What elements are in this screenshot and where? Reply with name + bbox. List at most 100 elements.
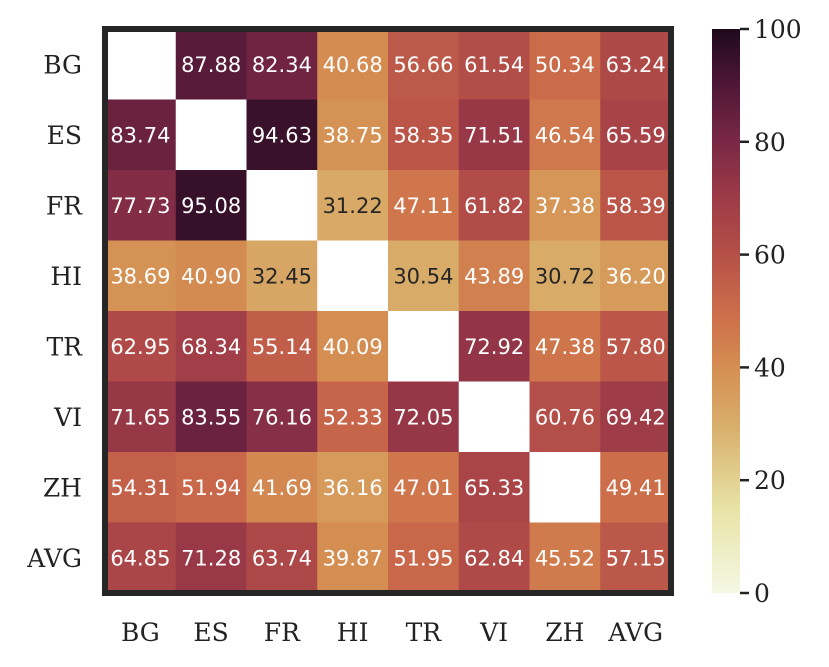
heatmap-cell	[317, 311, 389, 382]
heatmap-cell	[529, 29, 601, 100]
heatmap-cell	[529, 522, 601, 594]
cell-value-label: 63.74	[252, 546, 312, 570]
cell-value-label: 61.54	[464, 53, 524, 77]
heatmap-cell	[105, 452, 177, 523]
heatmap-cell	[529, 452, 601, 523]
heatmap-cell	[105, 381, 177, 453]
heatmap-cell	[458, 311, 530, 382]
heatmap-cell	[458, 452, 530, 523]
cell-value-label: 65.33	[464, 476, 524, 500]
cell-value-label: 68.34	[181, 335, 241, 359]
cell-value-label: 52.33	[323, 405, 383, 429]
cell-value-label: 56.66	[393, 53, 453, 77]
heatmap-cell	[600, 311, 672, 382]
heatmap-cell-labels: 87.88 82.34 40.68 56.66 61.54 50.34 63.24 83.74…	[110, 53, 665, 571]
heatmap-cell	[317, 29, 389, 100]
cell-value-label: 76.16	[252, 405, 312, 429]
heatmap-cell	[317, 99, 389, 171]
heatmap-cell	[105, 522, 177, 594]
heatmap-cell	[246, 99, 318, 171]
cell-value-label: 58.35	[393, 123, 453, 147]
colorbar-ticks: 0 20 40 60 80 100	[740, 15, 802, 608]
heatmap-cell	[600, 29, 672, 100]
heatmap-cell	[175, 240, 247, 312]
heatmap-cell	[317, 522, 389, 594]
heatmap-cell	[246, 452, 318, 523]
heatmap-cell	[600, 240, 672, 312]
heatmap-cell	[246, 522, 318, 594]
heatmap-cell	[175, 452, 247, 523]
heatmap-cell	[458, 381, 530, 453]
cell-value-label: 39.87	[323, 546, 383, 570]
cell-value-label: 45.52	[535, 546, 595, 570]
heatmap-cell	[175, 29, 247, 100]
cell-value-label: 40.90	[181, 264, 241, 288]
cell-value-label: 77.73	[110, 194, 170, 218]
heatmap-cell	[175, 522, 247, 594]
heatmap-cell	[458, 170, 530, 241]
cell-value-label: 62.84	[464, 546, 524, 570]
heatmap-cell	[600, 99, 672, 171]
colorbar-tick-label: 100	[754, 15, 802, 44]
heatmap-cell	[246, 170, 318, 241]
cell-value-label: 47.38	[535, 335, 595, 359]
row-tick-label: TR	[47, 332, 84, 361]
cell-value-label: 95.08	[181, 194, 241, 218]
cell-value-label: 87.88	[181, 53, 241, 77]
heatmap-cell	[388, 170, 460, 241]
cell-value-label: 50.34	[535, 53, 595, 77]
cell-value-label: 38.75	[323, 123, 383, 147]
cell-value-label: 55.14	[252, 335, 312, 359]
heatmap-cell	[458, 29, 530, 100]
heatmap-cell	[600, 452, 672, 523]
heatmap-cell	[458, 240, 530, 312]
heatmap-cell	[529, 240, 601, 312]
heatmap-cell	[105, 240, 177, 312]
cell-value-label: 47.01	[393, 476, 453, 500]
cell-value-label: 72.92	[464, 335, 524, 359]
row-tick-label: FR	[46, 191, 83, 220]
cell-value-label: 40.09	[323, 335, 383, 359]
cell-value-label: 40.68	[323, 53, 383, 77]
cell-value-label: 57.15	[606, 546, 666, 570]
cell-value-label: 37.38	[535, 194, 595, 218]
cell-value-label: 72.05	[393, 405, 453, 429]
heatmap-cell	[105, 99, 177, 171]
heatmap-cell	[317, 170, 389, 241]
cell-value-label: 83.74	[110, 123, 170, 147]
cell-value-label: 30.54	[393, 264, 453, 288]
cell-value-label: 58.39	[606, 194, 666, 218]
column-tick-label: BG	[121, 618, 160, 647]
cell-value-label: 30.72	[535, 264, 595, 288]
colorbar	[712, 29, 740, 593]
cell-value-label: 71.28	[181, 546, 241, 570]
column-tick-label: ES	[193, 618, 228, 647]
heatmap-cells	[105, 29, 672, 594]
cell-value-label: 51.95	[393, 546, 453, 570]
heatmap-cell	[246, 240, 318, 312]
cell-value-label: 71.65	[110, 405, 170, 429]
heatmap-cell	[388, 381, 460, 453]
heatmap-cell	[600, 522, 672, 594]
column-tick-label: HI	[337, 618, 369, 647]
cell-value-label: 31.22	[323, 194, 383, 218]
heatmap-cell	[105, 311, 177, 382]
cell-value-label: 57.80	[606, 335, 666, 359]
colorbar-tick-label: 20	[754, 466, 786, 495]
cell-value-label: 36.16	[323, 476, 383, 500]
column-tick-label: ZH	[545, 618, 584, 647]
heatmap-cell	[529, 99, 601, 171]
heatmap-cell	[388, 240, 460, 312]
cell-value-label: 71.51	[464, 123, 524, 147]
column-tick-label: AVG	[607, 618, 663, 647]
row-tick-label: HI	[50, 262, 82, 291]
colorbar-tick-label: 80	[754, 128, 786, 157]
heatmap-cell	[600, 381, 672, 453]
row-tick-label: ES	[47, 121, 82, 150]
heatmap-cell	[458, 99, 530, 171]
column-tick-labels: BG ES FR HI TR VI ZH AVG	[121, 618, 663, 647]
cell-value-label: 69.42	[606, 405, 666, 429]
cell-value-label: 63.24	[606, 53, 666, 77]
heatmap-cell	[388, 29, 460, 100]
